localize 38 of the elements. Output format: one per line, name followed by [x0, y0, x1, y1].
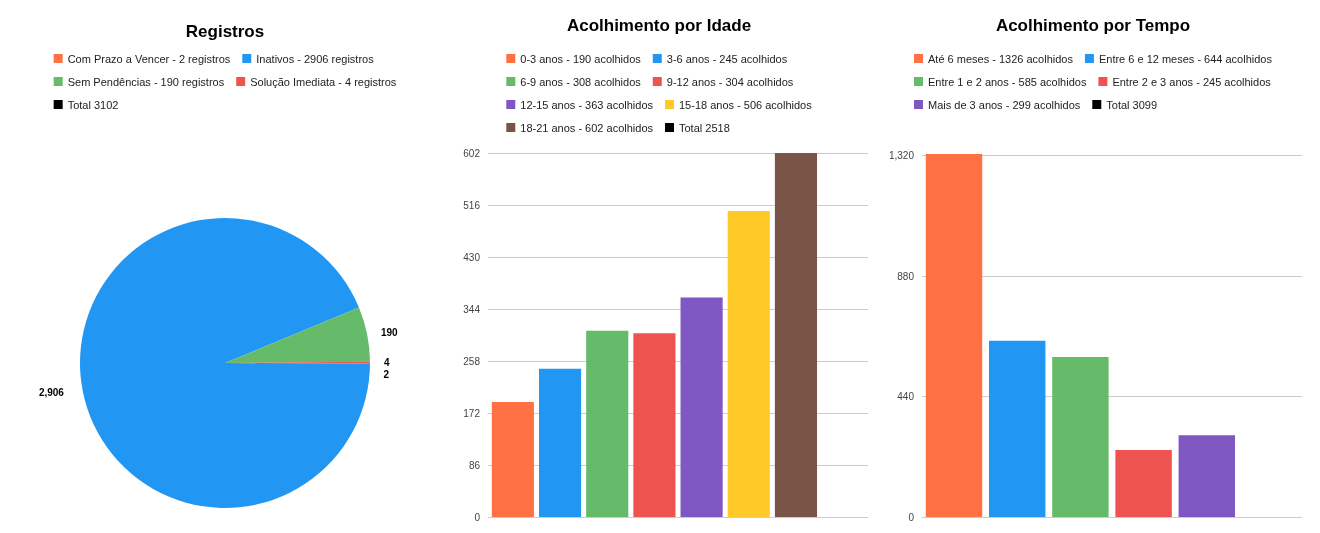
legend-label: 6-9 anos - 308 acolhidos	[520, 75, 642, 88]
legend-label: Entre 2 e 3 anos - 245 acolhidos	[1112, 75, 1272, 88]
legend-label: 9-12 anos - 304 acolhidos	[666, 75, 794, 88]
legend-label: Total 2518	[679, 121, 730, 134]
chart-title: Acolhimento por Tempo	[995, 16, 1191, 35]
legend-label: Com Prazo a Vencer - 2 registros	[67, 52, 231, 65]
y-tick-label: 0	[908, 511, 915, 523]
legend-label: Entre 6 e 12 meses - 644 acolhidos	[1098, 52, 1273, 65]
legend-label: 3-6 anos - 245 acolhidos	[666, 52, 788, 65]
data-label: 190	[380, 326, 399, 338]
legend-label: Inativos - 2906 registros	[256, 52, 375, 65]
legend-label: Total 3102	[67, 98, 119, 111]
y-tick-label: 344	[463, 303, 481, 315]
data-label: 2	[383, 368, 390, 380]
legend-label: Solução Imediata - 4 registros	[250, 75, 397, 88]
legend-label: Até 6 meses - 1326 acolhidos	[928, 52, 1074, 65]
data-label: 4	[384, 356, 390, 368]
legend-label: Total 3099	[1106, 98, 1158, 111]
legend-label: Entre 1 e 2 anos - 585 acolhidos	[928, 75, 1087, 88]
chart-title: Acolhimento por Idade	[566, 16, 752, 35]
y-tick-label: 430	[463, 251, 481, 263]
y-tick-label: 516	[463, 199, 481, 211]
legend-label: 18-21 anos - 602 acolhidos	[520, 121, 654, 134]
legend-label: Sem Pendências - 190 registros	[67, 75, 225, 88]
legend-label: 15-18 anos - 506 acolhidos	[679, 98, 813, 111]
legend-label: 12-15 anos - 363 acolhidos	[520, 98, 654, 111]
y-tick-label: 258	[463, 355, 481, 367]
legend-label: 0-3 anos - 190 acolhidos	[520, 52, 642, 65]
y-tick-label: 602	[463, 147, 481, 159]
y-tick-label: 880	[897, 270, 915, 282]
legend-label: Mais de 3 anos - 299 acolhidos	[928, 98, 1081, 111]
y-tick-label: 440	[897, 391, 915, 403]
y-tick-label: 172	[463, 407, 481, 419]
y-tick-label: 86	[468, 459, 481, 471]
y-tick-label: 1,320	[888, 150, 915, 162]
data-label: 2,906	[38, 387, 65, 399]
y-tick-label: 0	[474, 511, 481, 523]
chart-title: Registros	[185, 22, 265, 41]
